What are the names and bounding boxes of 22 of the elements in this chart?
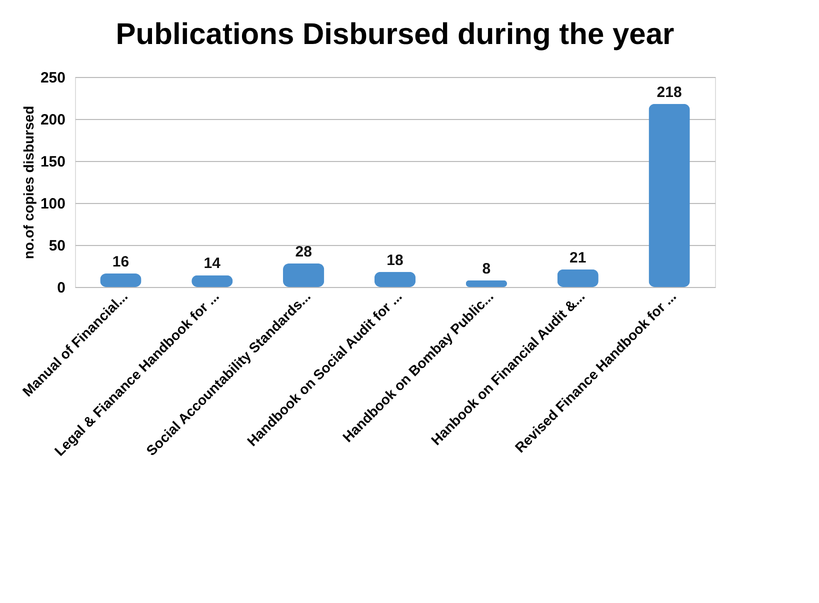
data-label: 18 [386,252,404,269]
bar [192,275,233,287]
y-tick-label: 0 [57,280,66,296]
bar [283,263,324,287]
bar [648,104,690,287]
y-axis-title: no.of copies disbursed [20,106,36,260]
bar [466,280,507,287]
data-label: 21 [570,249,586,266]
bar [557,269,598,287]
y-tick-label: 150 [40,154,66,170]
bar [374,272,416,287]
chart-title: Publications Disbursed during the year [116,18,675,51]
data-label: 16 [112,254,130,271]
y-tick-label: 200 [40,112,66,128]
data-label: 8 [482,260,491,278]
data-label: 218 [656,84,682,101]
bar [100,274,142,287]
y-tick-label: 50 [48,238,66,254]
data-label: 14 [204,255,222,272]
data-label: 28 [295,243,312,260]
y-tick-label: 100 [40,196,66,212]
y-tick-label: 250 [40,70,66,86]
